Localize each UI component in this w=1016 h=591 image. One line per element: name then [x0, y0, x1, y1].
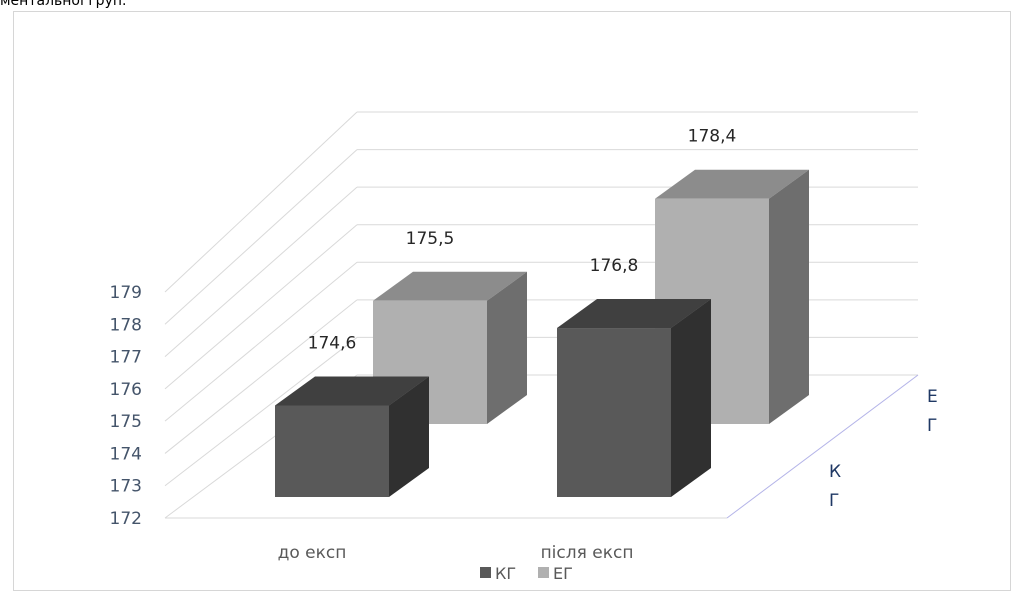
figure-caption: ментальної груп.: [0, 0, 127, 9]
bar-side: [389, 376, 429, 497]
legend-label: ЕГ: [553, 564, 573, 583]
data-labels: 175,5 178,4 174,6 176,8: [308, 127, 737, 354]
legend-label: КГ: [495, 564, 516, 583]
bar: [275, 405, 389, 497]
data-label: 178,4: [688, 127, 737, 147]
data-label: 176,8: [590, 256, 639, 276]
y-axis-ticks: 172 173 174 175 176 177 178 179: [110, 283, 142, 529]
bar-top: [655, 169, 809, 199]
gridline-side: [164, 224, 358, 390]
legend: КГ ЕГ: [480, 564, 573, 583]
data-label: 175,5: [406, 229, 455, 249]
category-labels: до експ після експ: [278, 543, 634, 563]
gridline-side: [164, 337, 358, 487]
data-label: 174,6: [308, 333, 357, 353]
y-tick-label: 173: [110, 477, 142, 497]
floor-edges: [165, 374, 919, 519]
bar: [557, 328, 671, 497]
y-tick-label: 179: [110, 283, 142, 303]
legend-swatch: [480, 567, 491, 578]
category-label: після експ: [541, 543, 634, 563]
y-tick-label: 172: [110, 509, 142, 529]
bars: [275, 169, 809, 497]
gridline-side: [164, 186, 358, 357]
bar-top: [275, 376, 429, 406]
gridline-side: [164, 149, 358, 325]
y-tick-label: 174: [110, 444, 142, 464]
gridline-side: [164, 299, 358, 454]
gridline-side: [164, 261, 358, 422]
depth-axis-labels: К Г Е Г: [829, 387, 938, 511]
y-tick-label: 175: [110, 412, 142, 432]
bar-top: [373, 271, 527, 301]
legend-swatch: [538, 567, 549, 578]
y-tick-label: 178: [110, 315, 142, 335]
y-tick-label: 176: [110, 380, 142, 400]
depth-axis-line: [726, 374, 919, 519]
y-tick-label: 177: [110, 348, 142, 368]
gridline-side: [164, 111, 358, 293]
bar-side: [769, 169, 809, 424]
bar-side: [487, 271, 527, 424]
bar-side: [671, 299, 711, 497]
category-label: до експ: [278, 543, 347, 563]
bar-top: [557, 299, 711, 329]
